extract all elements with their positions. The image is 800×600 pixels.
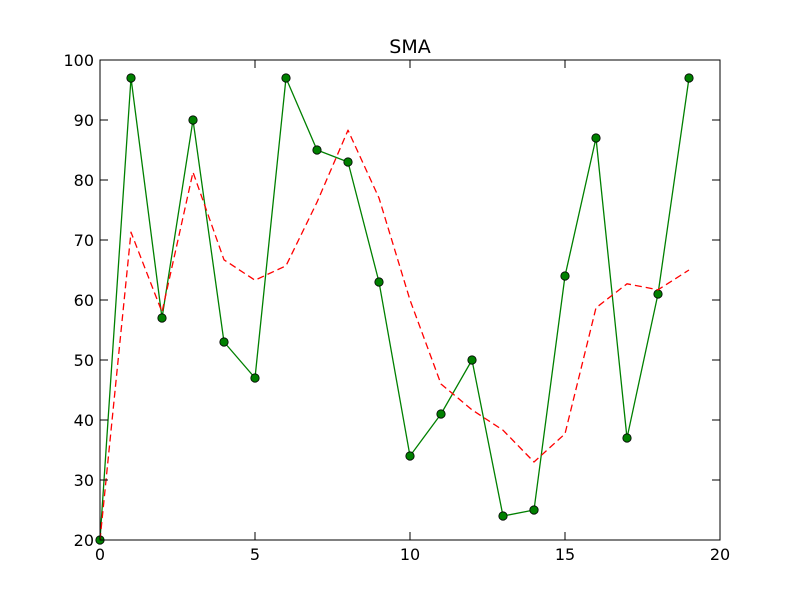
x-tick-label-1: 5 [250, 545, 260, 564]
raw-point-10 [405, 451, 415, 461]
plot-background [100, 60, 720, 540]
y-tick-label-1: 30 [74, 471, 94, 490]
raw-point-3 [188, 115, 198, 125]
raw-point-11 [436, 409, 446, 419]
x-tick-label-4: 20 [710, 545, 730, 564]
y-tick-label-8: 100 [63, 51, 94, 70]
y-tick-label-0: 20 [74, 531, 94, 550]
chart-title: SMA [389, 36, 430, 58]
raw-point-12 [467, 355, 477, 365]
raw-point-6 [281, 73, 291, 83]
x-tick-label-3: 15 [555, 545, 575, 564]
raw-point-8 [343, 157, 353, 167]
raw-point-5 [250, 373, 260, 383]
raw-point-9 [374, 277, 384, 287]
sma-series-line [99, 129, 690, 541]
raw-point-14 [529, 505, 539, 515]
raw-point-18 [653, 289, 663, 299]
raw-point-13 [498, 511, 508, 521]
y-tick-label-7: 90 [74, 111, 94, 130]
y-tick-label-6: 80 [74, 171, 94, 190]
raw-point-19 [684, 73, 694, 83]
x-tick-label-2: 10 [400, 545, 420, 564]
raw-point-16 [591, 133, 601, 143]
series-layer [95, 73, 694, 545]
axes-layer: 0 5 10 15 20 20 30 40 50 60 70 80 90 100 [63, 51, 730, 564]
y-tick-label-2: 40 [74, 411, 94, 430]
raw-point-1 [126, 73, 136, 83]
raw-point-2 [157, 313, 167, 323]
y-tick-label-3: 50 [74, 351, 94, 370]
raw-point-17 [622, 433, 632, 443]
plot-area [100, 60, 720, 540]
x-tick-label-0: 0 [95, 545, 105, 564]
raw-point-15 [560, 271, 570, 281]
raw-point-4 [219, 337, 229, 347]
raw-point-7 [312, 145, 322, 155]
y-tick-label-4: 60 [74, 291, 94, 310]
y-tick-label-5: 70 [74, 231, 94, 250]
raw-series-line [99, 77, 690, 541]
